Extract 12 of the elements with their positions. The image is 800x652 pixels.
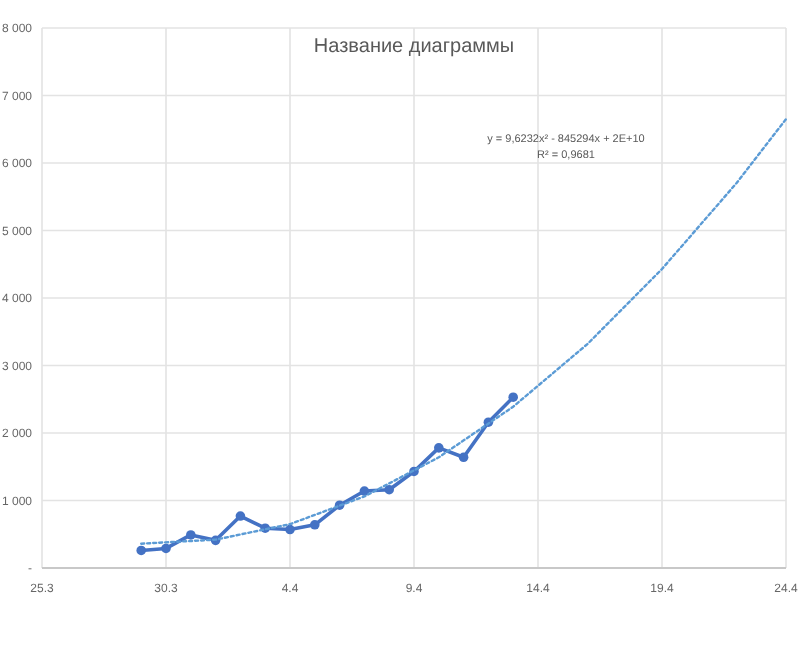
- point: [186, 530, 196, 540]
- point: [235, 511, 246, 521]
- chart-title: Название диаграммы: [313, 36, 515, 58]
- point: [136, 545, 146, 556]
- point: [434, 443, 444, 453]
- point: [508, 392, 518, 403]
- point: [285, 524, 295, 535]
- point: [161, 543, 171, 554]
- point: [384, 484, 394, 495]
- point: [310, 520, 320, 530]
- point: [458, 452, 469, 463]
- point: [359, 486, 370, 496]
